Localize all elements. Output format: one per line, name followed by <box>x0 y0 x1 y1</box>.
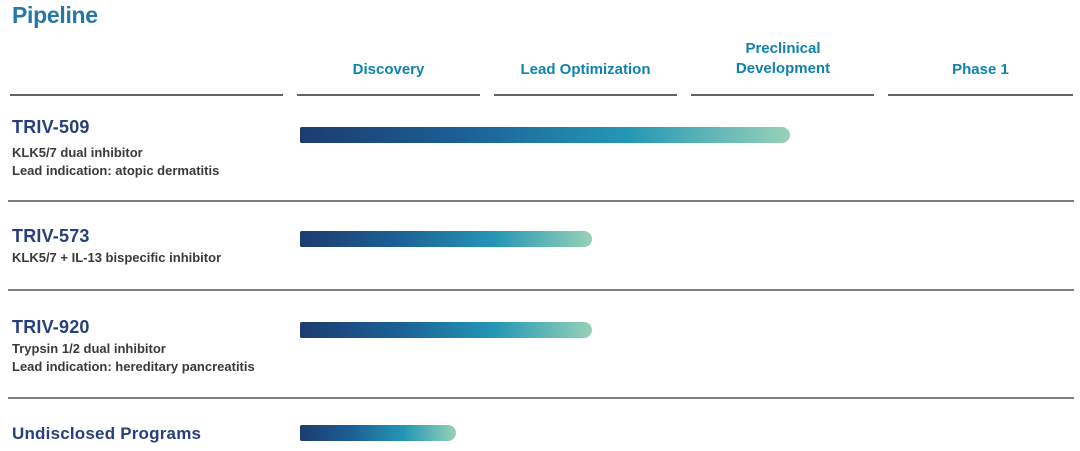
page-title: Pipeline <box>12 2 98 28</box>
program-description: KLK5/7 + IL-13 bispecific inhibitor <box>12 250 222 265</box>
program-description: KLK5/7 dual inhibitor <box>12 145 143 160</box>
row-divider <box>8 289 1074 291</box>
stage-header-lead-optimization: Lead Optimization <box>520 61 651 78</box>
program-name-triv-509: TRIV-509 <box>12 117 90 137</box>
header-underline-phase-1 <box>888 94 1073 96</box>
program-name-triv-573: TRIV-573 <box>12 226 90 246</box>
header-underline-labels <box>10 94 283 96</box>
progress-bar-triv-509 <box>300 127 790 143</box>
header-underline-preclinical-development <box>691 94 874 96</box>
stage-header-preclinical-development: Preclinical Development <box>735 40 831 77</box>
stage-header-discovery: Discovery <box>352 61 425 78</box>
program-name-undisclosed-programs: Undisclosed Programs <box>12 424 202 443</box>
header-underline-discovery <box>297 94 480 96</box>
header-underline-lead-optimization <box>494 94 677 96</box>
row-divider <box>8 397 1074 399</box>
progress-bar-undisclosed-programs <box>300 425 456 441</box>
program-name-triv-920: TRIV-920 <box>12 317 90 337</box>
progress-bar-triv-573 <box>300 231 592 247</box>
row-divider <box>8 200 1074 202</box>
program-lead-indication: Lead indication: hereditary pancreatitis <box>12 359 255 374</box>
program-description: Trypsin 1/2 dual inhibitor <box>12 341 166 356</box>
progress-bar-triv-920 <box>300 322 592 338</box>
stage-header-phase-1: Phase 1 <box>952 61 1009 78</box>
program-lead-indication: Lead indication: atopic dermatitis <box>12 163 220 178</box>
